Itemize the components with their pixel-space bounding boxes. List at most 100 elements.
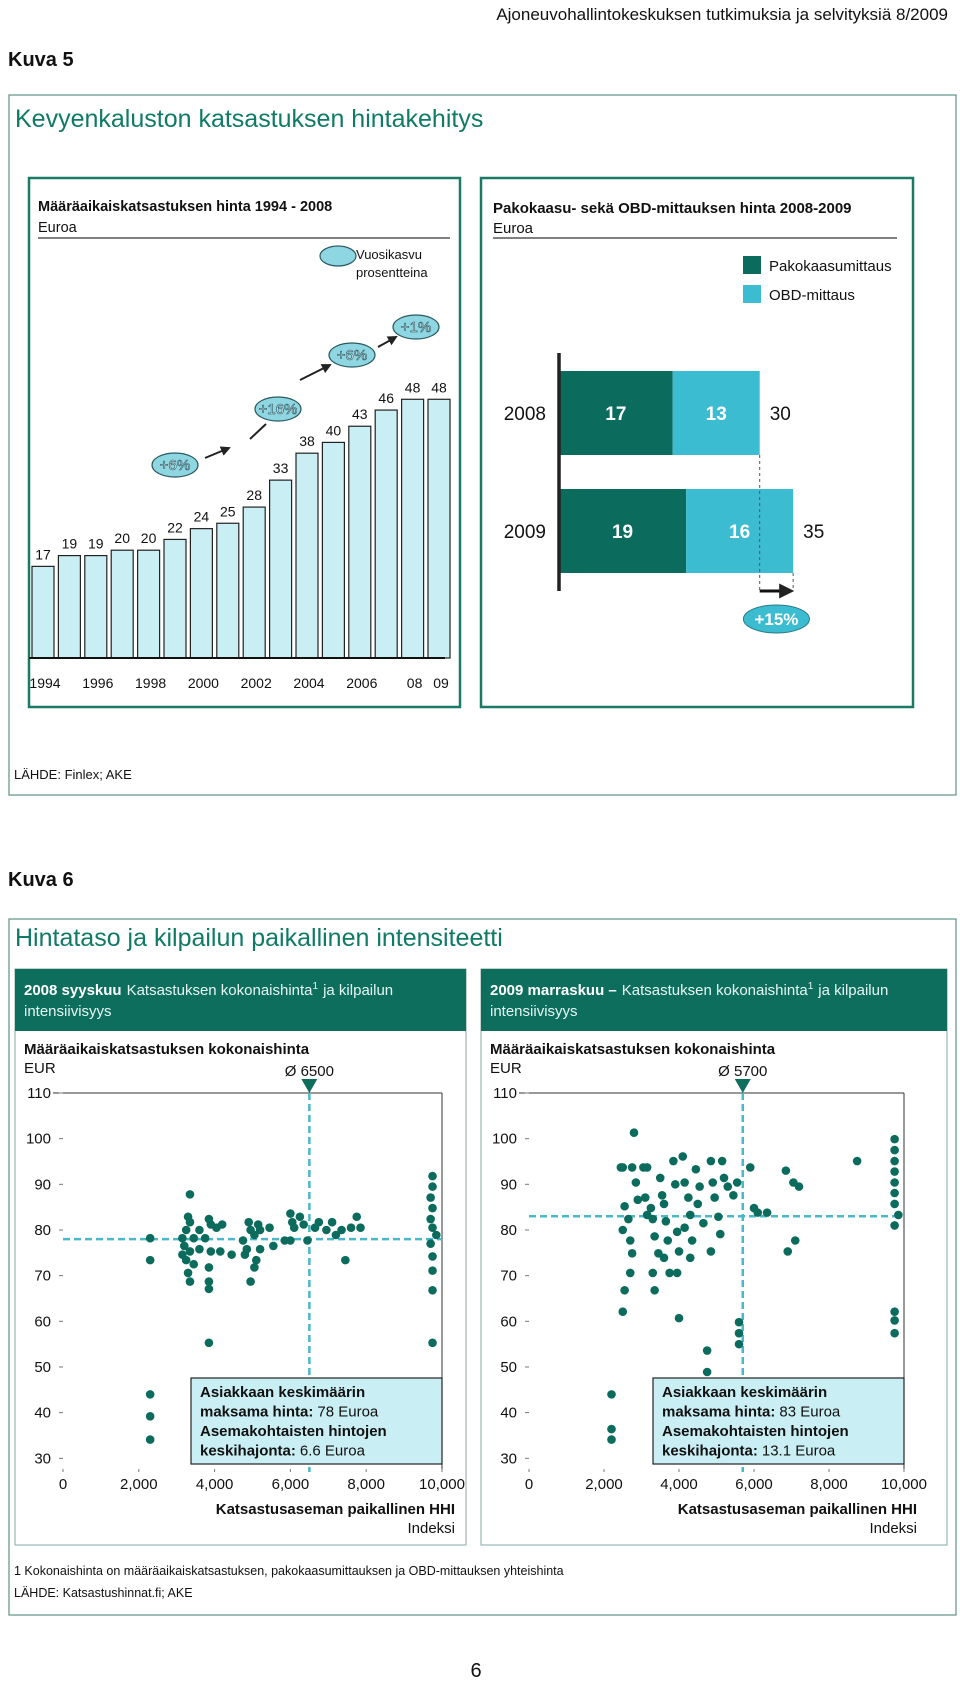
growth-label: +16% xyxy=(259,401,298,418)
point xyxy=(314,1217,324,1227)
x-axis-unit: Indeksi xyxy=(407,1520,455,1537)
point xyxy=(204,1263,214,1272)
note-line: maksama hinta: 78 Euroa xyxy=(200,1404,379,1421)
x-tick-label: 10,000 xyxy=(881,1476,927,1493)
point xyxy=(337,1225,346,1235)
chart-panel xyxy=(27,176,462,709)
point xyxy=(687,1236,697,1245)
point xyxy=(215,1247,225,1256)
growth-arrow xyxy=(299,364,332,381)
point xyxy=(890,1328,899,1338)
point xyxy=(346,1223,356,1233)
point xyxy=(665,1268,674,1278)
legend-swatch xyxy=(743,285,761,303)
point xyxy=(428,1338,437,1348)
value-label: 19 xyxy=(62,536,78,552)
mean-marker xyxy=(301,1079,318,1093)
point xyxy=(181,1255,191,1265)
point xyxy=(238,1236,248,1245)
bar xyxy=(163,538,187,659)
note-text: keskihajonta: xyxy=(662,1443,758,1460)
chart-panel xyxy=(479,176,915,709)
point xyxy=(753,1208,763,1217)
point xyxy=(303,1236,312,1245)
growth-badge xyxy=(151,452,199,478)
point xyxy=(286,1209,295,1218)
note-line: Asemakohtaisten hintojen xyxy=(662,1423,849,1440)
point xyxy=(607,1424,616,1434)
panel-date: 2008 syyskuu xyxy=(24,982,122,999)
x-tick-label: 2000 xyxy=(188,675,219,691)
x-tick-label: 2004 xyxy=(293,675,324,691)
point xyxy=(715,1229,725,1239)
point xyxy=(185,1247,195,1256)
bar-segment xyxy=(686,489,794,573)
point xyxy=(702,1367,712,1377)
y-unit: EUR xyxy=(24,1060,56,1077)
note-text: Asiakkaan keskimäärin xyxy=(662,1384,827,1401)
y-tick-label: 50 xyxy=(34,1359,51,1376)
value-label: 33 xyxy=(273,460,289,476)
mean-label: Ø 6500 xyxy=(285,1063,334,1080)
bar xyxy=(295,452,319,659)
x-tick-label: 1998 xyxy=(135,675,166,691)
bar xyxy=(348,425,372,659)
figure-label: Kuva 6 xyxy=(8,869,74,891)
y-tick-label: 60 xyxy=(500,1313,517,1330)
growth-label: +6% xyxy=(160,457,190,474)
point xyxy=(685,1253,695,1263)
point xyxy=(250,1230,259,1240)
growth-label: +1% xyxy=(401,319,431,336)
point xyxy=(286,1236,295,1245)
point xyxy=(620,1201,629,1211)
point xyxy=(217,1220,227,1229)
point xyxy=(708,1178,718,1187)
x-tick-label: 8,000 xyxy=(810,1476,848,1493)
y-tick-label: 110 xyxy=(493,1085,517,1102)
point xyxy=(890,1188,899,1198)
point xyxy=(729,1190,738,1200)
point xyxy=(723,1182,733,1191)
panel-text: Katsastuksen kokonaishinta xyxy=(127,982,314,999)
point xyxy=(691,1164,701,1174)
point xyxy=(734,1328,744,1338)
bar xyxy=(84,554,108,659)
value-label: 46 xyxy=(378,390,394,406)
point xyxy=(762,1208,772,1217)
growth-badge xyxy=(254,396,302,422)
point xyxy=(646,1203,656,1213)
point xyxy=(322,1225,331,1235)
y-tick-label: 90 xyxy=(34,1176,51,1193)
point xyxy=(695,1182,704,1191)
growth-arrow xyxy=(377,336,398,348)
point xyxy=(674,1247,684,1256)
y-tick-label: 60 xyxy=(34,1313,51,1330)
x-axis-unit: Indeksi xyxy=(869,1520,917,1537)
point xyxy=(624,1214,633,1224)
point xyxy=(669,1156,678,1166)
point xyxy=(145,1255,155,1265)
point xyxy=(702,1346,712,1355)
source-note: LÄHDE: Finlex; AKE xyxy=(14,767,132,782)
point xyxy=(352,1212,362,1222)
point xyxy=(428,1203,437,1213)
value-label: 19 xyxy=(88,536,104,552)
x-tick-label: 08 xyxy=(407,675,423,691)
point xyxy=(650,1285,659,1295)
footnote: 1 Kokonaishinta on määräaikaiskatsastuks… xyxy=(14,1564,564,1578)
chart-subtitle: Euroa xyxy=(493,220,534,237)
point xyxy=(204,1338,214,1348)
growth-label: +6% xyxy=(337,347,367,364)
figure-label: Kuva 5 xyxy=(8,49,74,71)
panel-heading: 2009 marraskuu – Katsastuksen kokonaishin… xyxy=(490,981,888,999)
point xyxy=(890,1134,899,1144)
segment-label: 19 xyxy=(612,522,633,543)
figure-title: Hintataso ja kilpailun paikallinen inten… xyxy=(15,924,503,952)
total-label: 35 xyxy=(803,522,824,543)
source-note: LÄHDE: Katsastushinnat.fi; AKE xyxy=(14,1586,193,1600)
panel-heading: 2008 syyskuu Katsastuksen kokonaishinta1 j… xyxy=(24,981,393,999)
point xyxy=(428,1182,437,1191)
point xyxy=(204,1277,214,1286)
